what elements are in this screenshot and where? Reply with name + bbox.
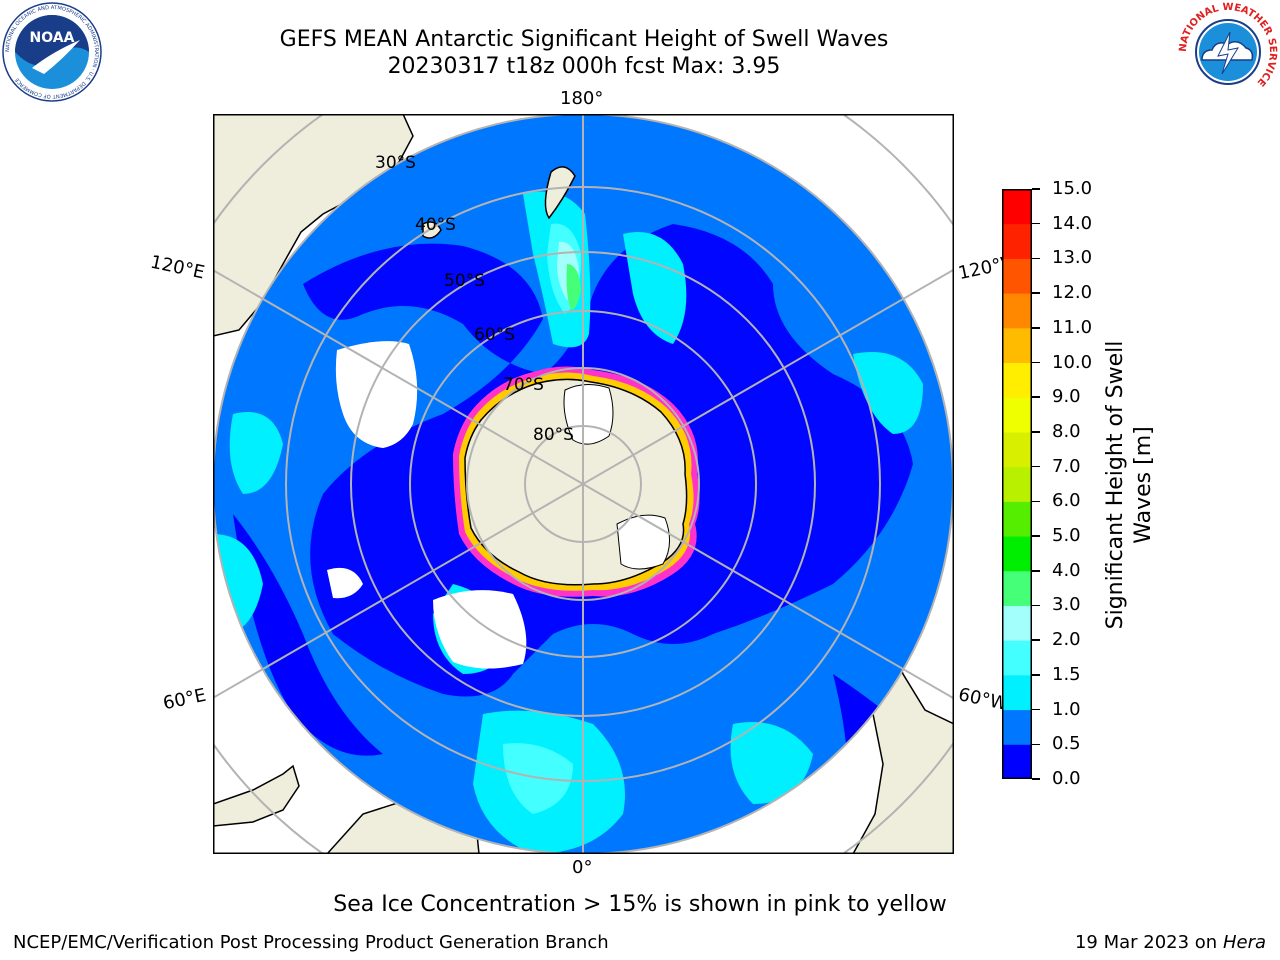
colorbar-tick-mark [1032,639,1040,641]
colorbar-tick-mark [1032,361,1040,364]
colorbar-tick-mark [1032,222,1040,225]
colorbar-tick-mark [1032,570,1040,572]
colorbar-segment [1002,640,1032,676]
map-title: GEFS MEAN Antarctic Significant Height o… [279,27,889,52]
date-stamp: 19 Mar 2023 on Hera [1075,932,1266,954]
colorbar-segment [1002,605,1032,641]
colorbar-title-line2: Waves [m] [1131,426,1156,544]
colorbar-segment [1002,709,1032,745]
colorbar-segment [1002,466,1032,502]
colorbar-tick-label: 8.0 [1052,420,1081,442]
colorbar-tick-mark [1032,257,1040,260]
lat-label-60s: 60°S [474,325,515,345]
colorbar-segment [1002,744,1032,779]
colorbar-segment [1002,431,1032,468]
noaa-logo: NATIONAL OCEANIC AND ATMOSPHERIC ADMINIS… [2,2,102,102]
colorbar-tick-label: 9.0 [1052,386,1081,408]
colorbar-segment [1002,397,1032,433]
sea-ice-note: Sea Ice Concentration > 15% is shown in … [333,892,947,917]
colorbar-tick-label: 1.5 [1052,663,1081,685]
colorbar-segment [1002,501,1032,537]
colorbar [1002,189,1032,779]
colorbar-segment [1002,327,1032,364]
colorbar-border [1002,189,1032,779]
colorbar-tick-label: 15.0 [1052,178,1093,199]
lat-label-40s: 40°S [415,215,456,235]
colorbar-segment [1002,189,1032,225]
colorbar-tick-label: 4.0 [1052,559,1081,581]
colorbar-tick-label: 0.5 [1052,733,1081,755]
lon-label-60e: 60°E [161,684,208,715]
lon-label-120e: 120°E [148,251,207,284]
colorbar-segment [1002,674,1032,711]
colorbar-tick-mark [1032,778,1040,780]
colorbar-tick-label: 0.0 [1052,768,1081,789]
colorbar-tick-label: 6.0 [1052,490,1081,512]
colorbar-tick-mark [1032,188,1040,190]
colorbar-title: Significant Height of Swell Waves [m] [1102,341,1158,630]
colorbar-tick-label: 1.0 [1052,698,1081,720]
host-name: Hera [1222,932,1266,953]
lat-label-80s: 80°S [533,425,574,445]
colorbar-tick-label: 5.0 [1052,525,1081,547]
colorbar-tick-mark [1032,396,1040,398]
colorbar-tick-mark [1032,743,1040,746]
colorbar-segment [1002,570,1032,606]
colorbar-segment [1002,258,1032,294]
colorbar-tick-mark [1032,500,1040,503]
colorbar-tick-label: 10.0 [1052,351,1093,373]
lon-label-180: 180° [560,88,604,109]
date-text: 19 Mar 2023 on [1074,932,1218,953]
nws-logo: NATIONAL WEATHER SERVICE [1178,2,1278,101]
credit-text: NCEP/EMC/Verification Post Processing Pr… [13,932,609,953]
colorbar-title-line1: Significant Height of Swell [1103,340,1128,630]
colorbar-tick-label: 2.0 [1052,629,1081,651]
colorbar-segment [1002,223,1032,259]
lat-label-30s: 30°S [375,153,416,173]
map-subtitle: 20230317 t18z 000h fcst Max: 3.95 [387,54,781,79]
colorbar-tick-mark [1032,535,1040,537]
colorbar-tick-mark [1032,708,1040,711]
colorbar-tick-label: 3.0 [1052,594,1081,616]
lat-label-50s: 50°S [444,271,485,291]
colorbar-tick-mark [1032,431,1040,433]
noaa-logo-text: NOAA [30,30,75,46]
colorbar-tick-mark [1032,292,1040,294]
colorbar-segment [1002,293,1032,329]
colorbar-segment [1002,362,1032,398]
colorbar-tick-mark [1032,465,1040,468]
colorbar-tick-label: 14.0 [1052,212,1093,234]
map-border [213,114,954,854]
colorbar-tick-mark [1032,674,1040,676]
antarctic-map: 30°S 40°S 50°S 60°S 70°S 80°S [213,114,954,854]
lon-label-0: 0° [572,857,593,878]
lat-label-70s: 70°S [503,375,544,395]
colorbar-tick-mark [1032,327,1040,329]
colorbar-segment [1002,536,1032,572]
colorbar-tick-label: 11.0 [1052,316,1093,338]
colorbar-tick-label: 13.0 [1052,247,1093,269]
colorbar-tick-label: 7.0 [1052,455,1081,477]
colorbar-tick-mark [1032,604,1040,607]
colorbar-tick-label: 12.0 [1052,282,1093,304]
